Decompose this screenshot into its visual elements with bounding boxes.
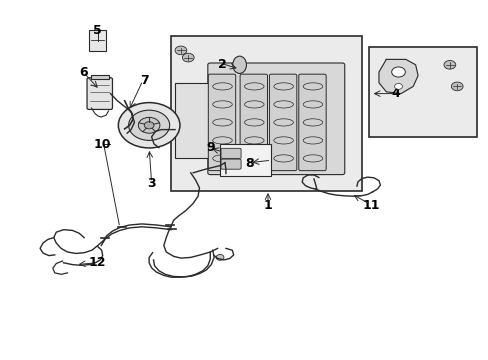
Bar [91, 75, 108, 79]
Bar [175, 83, 219, 158]
Bar [220, 144, 271, 176]
Bar [89, 30, 105, 51]
Text: 12: 12 [89, 256, 106, 269]
Text: 2: 2 [218, 58, 226, 71]
Text: 7: 7 [140, 75, 148, 87]
Circle shape [138, 117, 160, 133]
Bar [171, 36, 361, 191]
Circle shape [443, 60, 455, 69]
FancyBboxPatch shape [221, 148, 241, 158]
Text: 3: 3 [147, 177, 156, 190]
FancyBboxPatch shape [87, 78, 112, 109]
FancyBboxPatch shape [298, 74, 325, 171]
Polygon shape [378, 59, 417, 94]
FancyBboxPatch shape [207, 63, 344, 175]
Text: 8: 8 [244, 157, 253, 170]
Text: 1: 1 [263, 199, 272, 212]
FancyBboxPatch shape [208, 74, 235, 171]
Text: 9: 9 [205, 141, 214, 154]
Text: 4: 4 [391, 87, 400, 100]
Circle shape [144, 122, 154, 129]
Text: 10: 10 [94, 138, 111, 150]
Text: 6: 6 [79, 66, 87, 78]
Circle shape [128, 110, 169, 140]
Ellipse shape [232, 56, 246, 73]
Circle shape [118, 103, 180, 148]
Circle shape [450, 82, 462, 91]
Circle shape [175, 46, 186, 55]
Circle shape [182, 53, 194, 62]
Text: 11: 11 [362, 199, 380, 212]
Circle shape [394, 84, 402, 89]
FancyBboxPatch shape [221, 159, 241, 169]
Bar [368, 47, 476, 137]
Text: 5: 5 [93, 24, 102, 37]
FancyBboxPatch shape [269, 74, 296, 171]
FancyBboxPatch shape [240, 74, 267, 171]
Circle shape [391, 67, 405, 77]
Circle shape [216, 255, 224, 260]
